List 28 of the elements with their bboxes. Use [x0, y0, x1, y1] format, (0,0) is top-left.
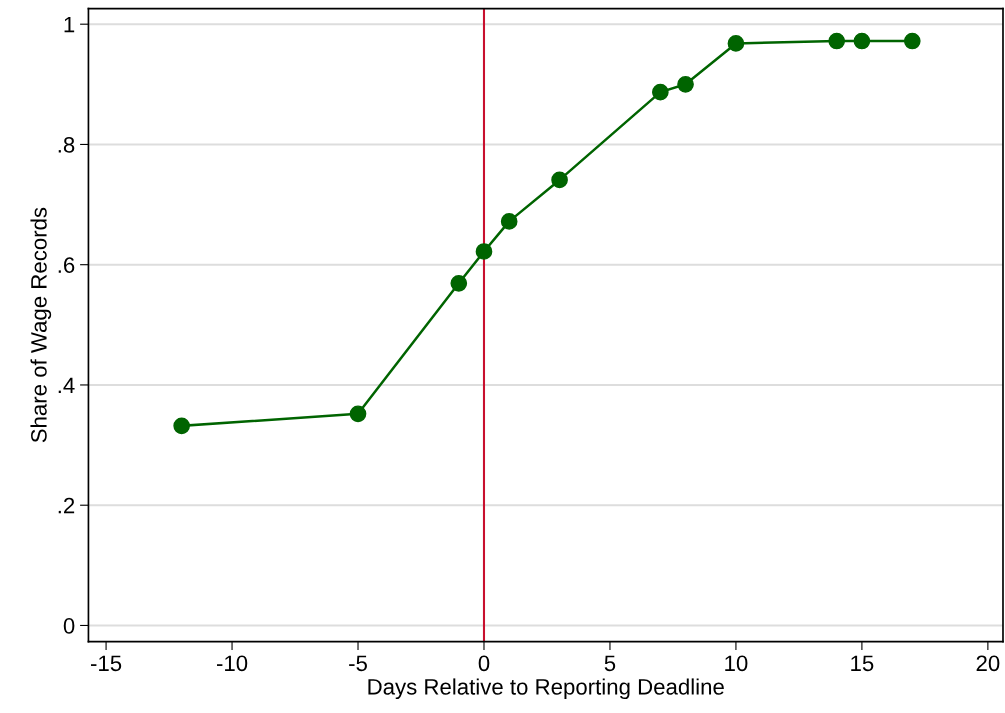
point [450, 275, 468, 292]
point [853, 32, 871, 50]
y-tick-label: 1 [64, 16, 75, 33]
x-tick-label: -5 [349, 655, 367, 672]
point [475, 243, 493, 260]
y-tick-label: .4 [58, 377, 75, 394]
x-axis-title: Days Relative to Reporting Deadline [368, 678, 724, 700]
x-tick-label: 10 [725, 655, 748, 672]
x-tick-label: 15 [851, 655, 874, 672]
y-axis-title: Share of Wage Records [30, 207, 52, 443]
point [727, 35, 745, 52]
y-tick-label: 0 [63, 618, 75, 634]
y-tick-label: .2 [58, 497, 75, 514]
point [349, 405, 367, 423]
point [652, 83, 669, 101]
point [828, 32, 846, 50]
x-tick-label: 0 [478, 655, 490, 672]
x-tick-label: -15 [91, 655, 122, 672]
point [551, 171, 568, 189]
x-tick-label: -10 [216, 655, 248, 672]
x-tick-label: 5 [604, 655, 616, 672]
point [173, 417, 190, 435]
y-tick-label: .6 [58, 257, 75, 273]
point [500, 213, 518, 230]
point [677, 75, 694, 93]
x-tick-label: 20 [976, 655, 1000, 672]
point [903, 32, 921, 50]
y-tick-label: .8 [58, 136, 75, 153]
